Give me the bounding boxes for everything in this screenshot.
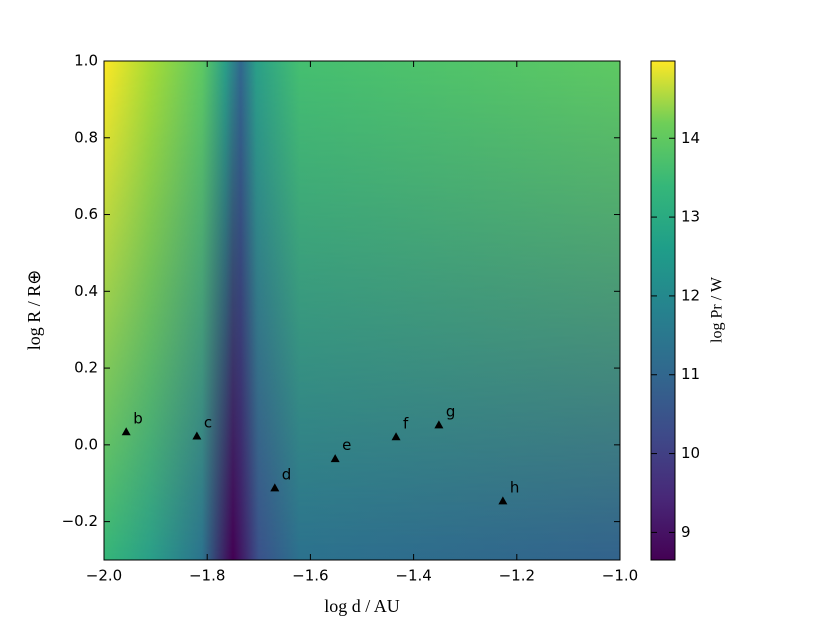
point bbox=[121, 427, 131, 436]
colorbar-tick-label: 11 bbox=[681, 365, 700, 383]
point-label: g bbox=[446, 402, 456, 420]
y-tick-label: −0.2 bbox=[62, 512, 98, 530]
y-tick-label: 0.4 bbox=[74, 282, 98, 300]
point-label: e bbox=[342, 436, 351, 454]
y-tick-label: 1.0 bbox=[74, 52, 98, 70]
x-tick-label: −2.0 bbox=[86, 567, 122, 585]
plot-frame bbox=[103, 60, 621, 561]
colorbar-label: log Pr / W bbox=[709, 276, 726, 343]
point-label: b bbox=[133, 409, 143, 427]
y-tick-label: 0.6 bbox=[74, 205, 98, 223]
point bbox=[330, 454, 340, 463]
point bbox=[270, 483, 280, 492]
point bbox=[192, 431, 202, 440]
point bbox=[498, 496, 508, 505]
colorbar-tick-label: 14 bbox=[681, 129, 700, 147]
point-label: h bbox=[510, 478, 520, 496]
colorbar-tick-label: 9 bbox=[681, 523, 691, 541]
x-tick-label: −1.4 bbox=[395, 567, 431, 585]
colorbar-tick-label: 13 bbox=[681, 208, 700, 226]
y-tick-label: 0.0 bbox=[74, 435, 98, 453]
y-tick-label: 0.8 bbox=[74, 128, 98, 146]
point-label: f bbox=[403, 414, 409, 432]
x-tick-label: −1.6 bbox=[292, 567, 328, 585]
y-tick-label: 0.2 bbox=[74, 359, 98, 377]
x-axis-label: log d / AU bbox=[324, 596, 400, 616]
heatmap bbox=[104, 61, 620, 560]
colorbar-tick-label: 12 bbox=[681, 286, 700, 304]
point-label: d bbox=[282, 465, 292, 483]
x-tick-label: −1.2 bbox=[499, 567, 535, 585]
point-label: c bbox=[204, 414, 212, 432]
colorbar-tick-label: 10 bbox=[681, 444, 700, 462]
point bbox=[434, 420, 444, 429]
x-tick-label: −1.8 bbox=[189, 567, 225, 585]
colorbar bbox=[650, 60, 676, 561]
x-tick-label: −1.0 bbox=[602, 567, 638, 585]
point bbox=[391, 432, 401, 441]
y-axis-label: log R / R⊕ bbox=[24, 270, 44, 351]
